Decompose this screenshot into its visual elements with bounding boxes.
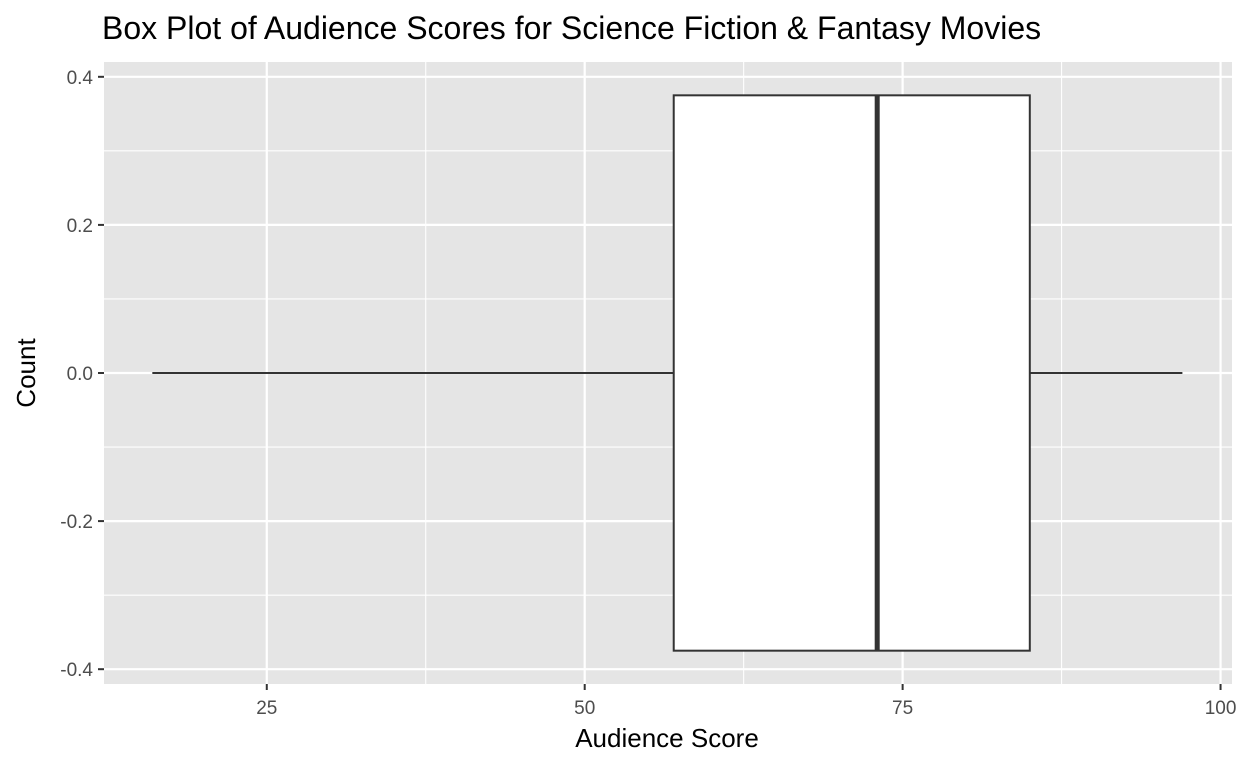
x-tick-label: 50 xyxy=(574,698,595,719)
x-axis: 25 50 75 100 xyxy=(256,684,1236,719)
x-tick-label: 75 xyxy=(892,698,913,719)
chart-title: Box Plot of Audience Scores for Science … xyxy=(102,10,1041,46)
x-tick-label: 25 xyxy=(256,698,277,719)
iqr-box xyxy=(672,94,1031,652)
y-tick-label: -0.2 xyxy=(60,512,93,533)
y-axis-title: Count xyxy=(11,338,41,408)
x-tick-label: 100 xyxy=(1205,698,1237,719)
y-axis: -0.4 -0.2 0.0 0.2 0.4 xyxy=(60,68,104,681)
y-tick-label: 0.4 xyxy=(67,68,94,89)
y-tick-label: -0.4 xyxy=(60,660,93,681)
y-tick-label: 0.0 xyxy=(67,364,93,385)
y-tick-label: 0.2 xyxy=(67,216,93,237)
x-axis-title: Audience Score xyxy=(575,723,759,753)
box-plot xyxy=(152,94,1183,652)
